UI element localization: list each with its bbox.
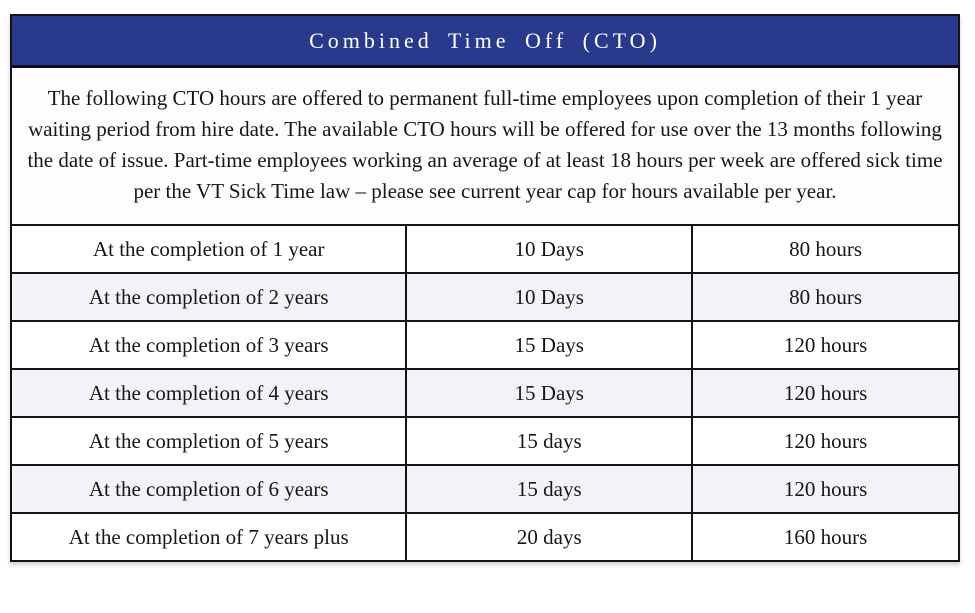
table-row: At the completion of 6 years 15 days 120… bbox=[12, 466, 958, 514]
days-cell: 15 Days bbox=[407, 322, 694, 368]
cto-table: At the completion of 1 year 10 Days 80 h… bbox=[12, 226, 958, 560]
milestone-cell: At the completion of 6 years bbox=[12, 466, 408, 512]
milestone-cell: At the completion of 5 years bbox=[12, 418, 408, 464]
table-row: At the completion of 4 years 15 Days 120… bbox=[12, 370, 958, 418]
hours-cell: 120 hours bbox=[783, 380, 868, 405]
hours-cell: 120 hours bbox=[783, 332, 868, 357]
hours-cell: 120 hours bbox=[783, 428, 868, 453]
hours-cell: 80 hours bbox=[789, 236, 862, 261]
table-row: At the completion of 2 years 10 Days 80 … bbox=[12, 274, 958, 322]
milestone-cell: At the completion of 2 years bbox=[12, 274, 408, 320]
table-row: At the completion of 3 years 15 Days 120… bbox=[12, 322, 958, 370]
hours-cell: 120 hours bbox=[783, 476, 868, 501]
milestone-cell: At the completion of 3 years bbox=[12, 322, 408, 368]
days-cell: 15 Days bbox=[407, 370, 694, 416]
policy-description: The following CTO hours are offered to p… bbox=[12, 68, 958, 226]
days-cell: 15 days bbox=[407, 418, 694, 464]
hours-cell: 80 hours bbox=[789, 284, 862, 309]
title-bar: Combined Time Off (CTO) bbox=[12, 16, 958, 68]
days-cell: 10 Days bbox=[407, 274, 694, 320]
milestone-cell: At the completion of 4 years bbox=[12, 370, 408, 416]
cto-policy-document: Combined Time Off (CTO) The following CT… bbox=[10, 14, 960, 562]
milestone-cell: At the completion of 1 year bbox=[12, 226, 408, 272]
days-cell: 20 days bbox=[407, 514, 694, 560]
milestone-cell: At the completion of 7 years plus bbox=[12, 514, 408, 560]
days-cell: 10 Days bbox=[407, 226, 694, 272]
table-row: At the completion of 7 years plus 20 day… bbox=[12, 514, 958, 560]
days-cell: 15 days bbox=[407, 466, 694, 512]
hours-cell: 160 hours bbox=[783, 524, 868, 549]
page-title: Combined Time Off (CTO) bbox=[309, 27, 661, 53]
table-row: At the completion of 5 years 15 days 120… bbox=[12, 418, 958, 466]
table-row: At the completion of 1 year 10 Days 80 h… bbox=[12, 226, 958, 274]
